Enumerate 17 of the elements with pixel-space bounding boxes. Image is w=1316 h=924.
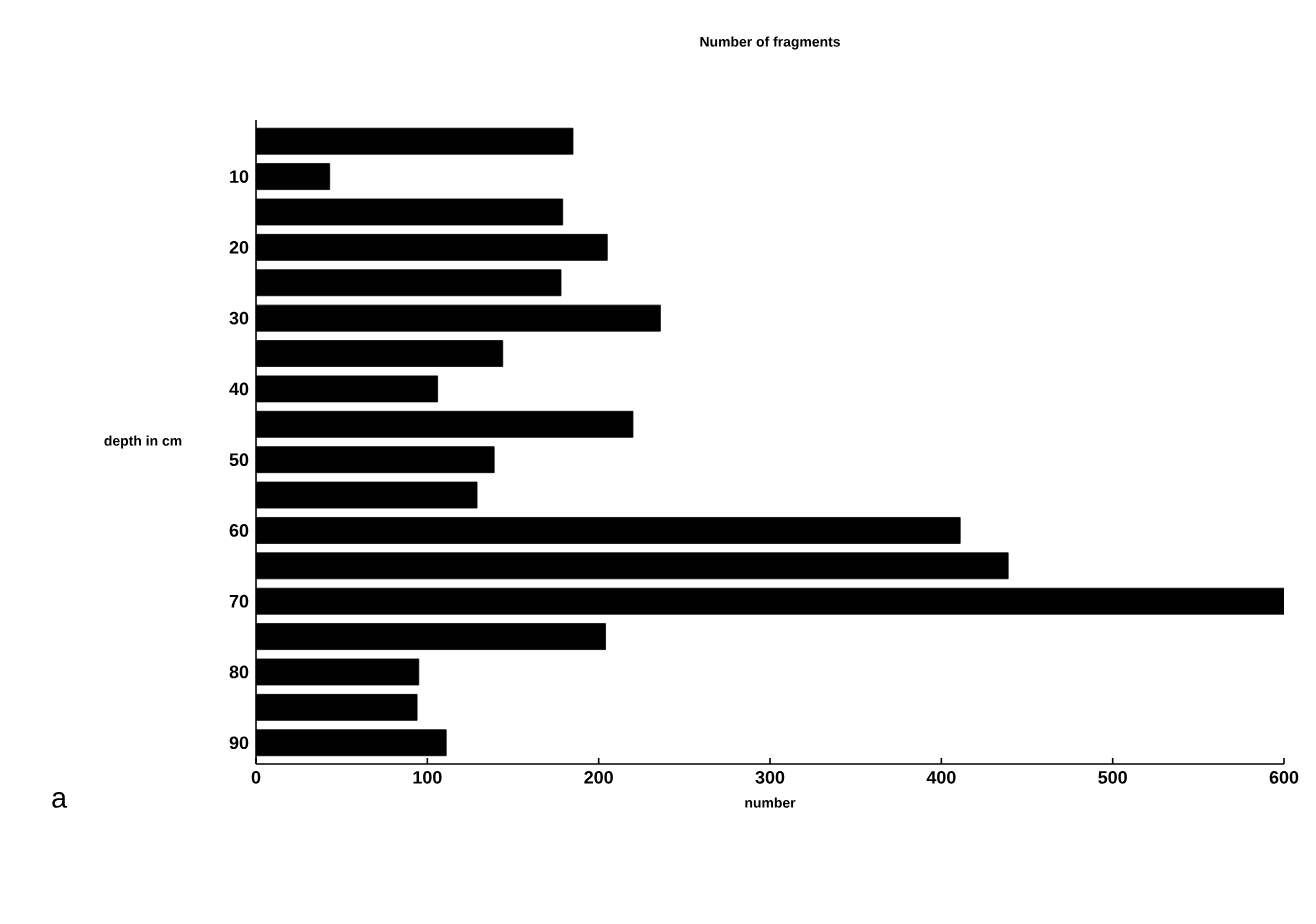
y-tick-label: 50 xyxy=(229,453,249,467)
y-tick-label: 80 xyxy=(229,665,249,679)
x-tick-label: 200 xyxy=(584,771,613,784)
y-tick-label: 20 xyxy=(229,241,249,254)
text: a xyxy=(52,792,68,808)
y-tick-label: 30 xyxy=(229,311,249,325)
x-tick-label: 300 xyxy=(755,771,785,784)
y-tick-label: 10 xyxy=(230,170,249,183)
x-tick-label: 0 xyxy=(251,771,261,784)
x-tick-label: 600 xyxy=(1269,771,1299,784)
y-tick-label: 40 xyxy=(229,382,249,396)
x-tick-label: 400 xyxy=(926,771,956,784)
x-tick-label: 100 xyxy=(413,771,442,784)
x-tick-label: 500 xyxy=(1098,771,1127,784)
y-tick-label: 70 xyxy=(229,594,249,608)
y-tick-label: 90 xyxy=(229,736,249,750)
y-tick-label: 60 xyxy=(229,524,249,537)
